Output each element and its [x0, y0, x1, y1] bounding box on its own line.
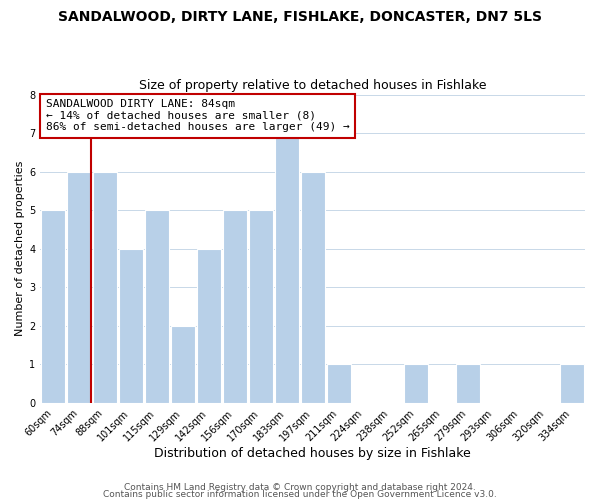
- Text: Contains HM Land Registry data © Crown copyright and database right 2024.: Contains HM Land Registry data © Crown c…: [124, 484, 476, 492]
- Bar: [67, 172, 91, 403]
- Bar: [301, 172, 325, 403]
- Bar: [560, 364, 584, 403]
- Text: SANDALWOOD DIRTY LANE: 84sqm
← 14% of detached houses are smaller (8)
86% of sem: SANDALWOOD DIRTY LANE: 84sqm ← 14% of de…: [46, 99, 349, 132]
- Bar: [145, 210, 169, 403]
- Text: Contains public sector information licensed under the Open Government Licence v3: Contains public sector information licen…: [103, 490, 497, 499]
- Y-axis label: Number of detached properties: Number of detached properties: [15, 161, 25, 336]
- Bar: [119, 249, 143, 403]
- Bar: [404, 364, 428, 403]
- Bar: [326, 364, 350, 403]
- Bar: [171, 326, 195, 403]
- Bar: [93, 172, 117, 403]
- Bar: [275, 133, 299, 403]
- Bar: [457, 364, 480, 403]
- Bar: [41, 210, 65, 403]
- Bar: [223, 210, 247, 403]
- Bar: [249, 210, 272, 403]
- Bar: [197, 249, 221, 403]
- X-axis label: Distribution of detached houses by size in Fishlake: Distribution of detached houses by size …: [154, 447, 471, 460]
- Title: Size of property relative to detached houses in Fishlake: Size of property relative to detached ho…: [139, 79, 487, 92]
- Text: SANDALWOOD, DIRTY LANE, FISHLAKE, DONCASTER, DN7 5LS: SANDALWOOD, DIRTY LANE, FISHLAKE, DONCAS…: [58, 10, 542, 24]
